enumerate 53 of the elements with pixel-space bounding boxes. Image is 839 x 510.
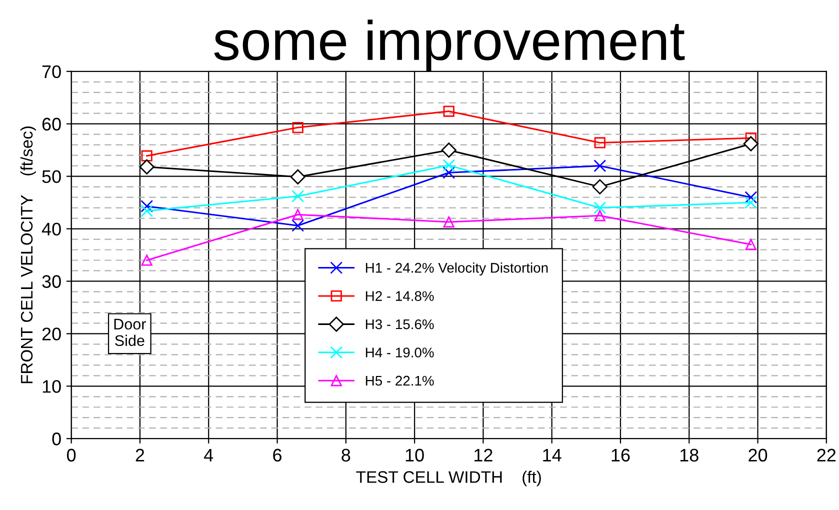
x-tick-label: 6 [273, 448, 282, 462]
point [592, 179, 608, 194]
point [594, 137, 606, 148]
y-tick-label: 30 [42, 275, 61, 288]
point [141, 254, 152, 266]
x-tick-label: 14 [543, 448, 562, 462]
point [744, 191, 758, 204]
x-tick-label: 22 [817, 448, 836, 462]
point [292, 190, 304, 202]
legend-label: H3 - 15.6% [366, 319, 434, 330]
point [139, 159, 154, 174]
x-tick-label: 16 [612, 448, 630, 462]
point [290, 169, 306, 184]
point [292, 209, 304, 220]
x-tick-label: 10 [406, 448, 424, 462]
annotation: Door Side [114, 318, 146, 346]
point [743, 136, 758, 152]
point [140, 204, 154, 218]
chart-title: some improvement [214, 20, 685, 72]
x-tick-label: 12 [474, 448, 492, 462]
x-tick-label: 2 [136, 448, 144, 462]
point [140, 200, 154, 212]
y-axis-title: FRONT CELL VELOCITY (ft/sec) [20, 126, 36, 384]
point [594, 210, 606, 222]
point [292, 122, 304, 134]
x-tick-label: 8 [342, 448, 350, 462]
y-tick-label: 60 [42, 118, 61, 131]
point [141, 150, 152, 162]
y-tick-label: 50 [42, 170, 61, 184]
legend-label: H2 - 14.8% [366, 291, 434, 301]
x-tick-label: 20 [748, 448, 768, 462]
point [594, 202, 606, 214]
x-tick-label: 18 [680, 448, 698, 462]
point [442, 159, 456, 172]
point [443, 106, 454, 117]
y-tick-label: 10 [42, 380, 61, 393]
y-tick-label: 0 [52, 432, 61, 446]
point [594, 160, 606, 172]
legend-label: H5 - 22.1% [366, 376, 434, 386]
legend-label: H4 - 19.0% [366, 348, 434, 358]
point [441, 142, 456, 158]
x-tick-label: 4 [204, 448, 214, 462]
legend-label: H1 - 24.2% Velocity Distortion [366, 262, 548, 276]
y-tick-label: 70 [42, 65, 61, 78]
point [292, 219, 304, 232]
point [744, 196, 758, 209]
y-tick-label: 20 [42, 328, 61, 340]
point [443, 216, 454, 228]
x-tick-label: 0 [67, 448, 76, 462]
point [745, 238, 756, 250]
point [442, 166, 456, 179]
y-tick-label: 40 [42, 222, 61, 236]
x-axis-title: TEST CELL WIDTH (ft) [356, 470, 541, 486]
